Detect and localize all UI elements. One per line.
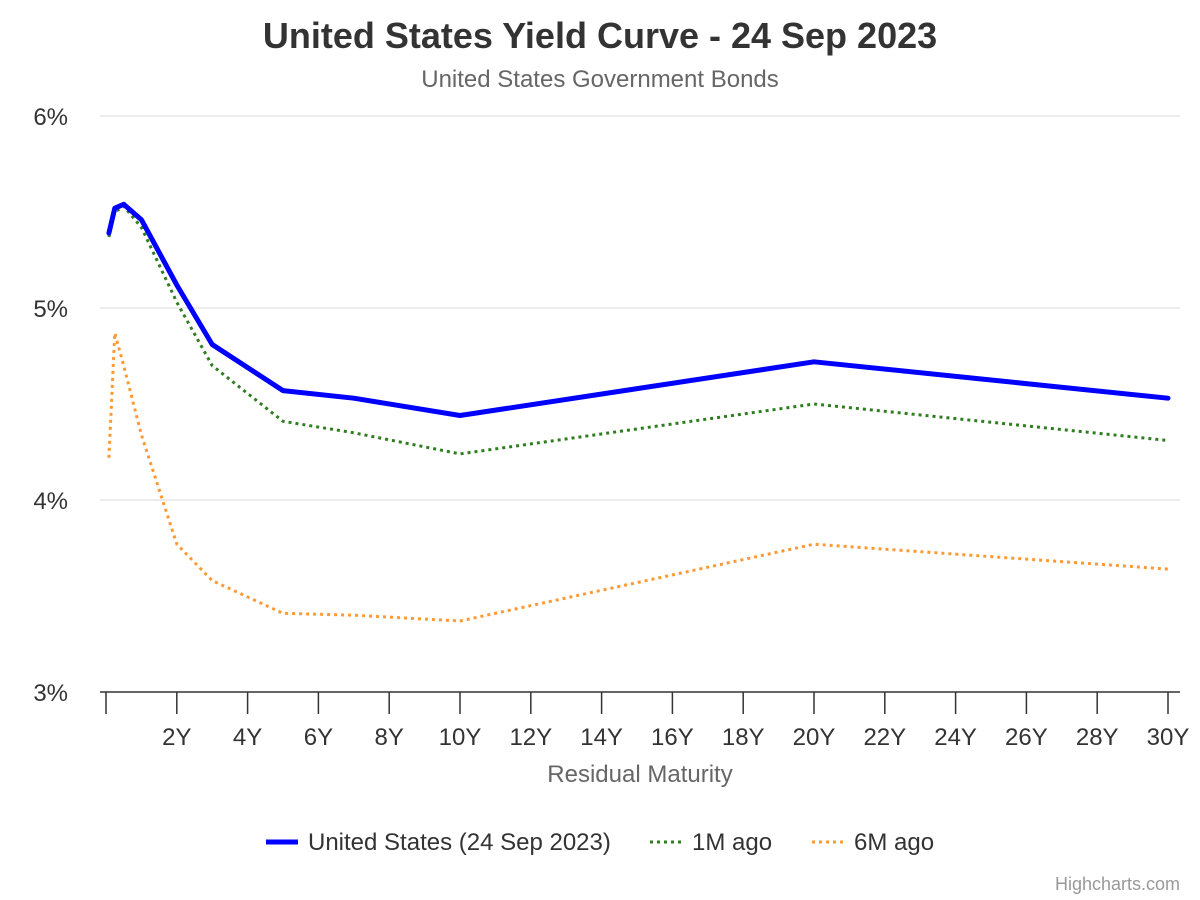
x-tick-label: 28Y bbox=[1076, 724, 1119, 751]
legend-item-2[interactable]: 6M ago bbox=[812, 829, 934, 856]
x-tick-label: 14Y bbox=[580, 724, 623, 751]
y-tick-label: 3% bbox=[33, 680, 68, 707]
x-tick-label: 20Y bbox=[793, 724, 836, 751]
chart-subtitle: United States Government Bonds bbox=[421, 66, 779, 93]
gridlines bbox=[100, 115, 1180, 501]
legend-label: 1M ago bbox=[692, 829, 772, 856]
x-tick-label: 30Y bbox=[1147, 724, 1190, 751]
legend-item-1[interactable]: 1M ago bbox=[650, 829, 772, 856]
series-layer bbox=[106, 201, 1171, 623]
credits-link[interactable]: Highcharts.com bbox=[1055, 874, 1180, 894]
x-tick-label: 4Y bbox=[233, 724, 262, 751]
series-line-0[interactable] bbox=[106, 201, 1171, 418]
x-tick-label: 26Y bbox=[1005, 724, 1048, 751]
legend-label: United States (24 Sep 2023) bbox=[308, 829, 611, 856]
x-tick-label: 2Y bbox=[162, 724, 191, 751]
x-tick-label: 8Y bbox=[375, 724, 404, 751]
x-tick-label: 24Y bbox=[934, 724, 977, 751]
x-tick-label: 12Y bbox=[509, 724, 552, 751]
x-tick-label: 6Y bbox=[304, 724, 333, 751]
x-tick-label: 22Y bbox=[863, 724, 906, 751]
x-tick-label: 16Y bbox=[651, 724, 694, 751]
x-axis: 2Y 4Y 6Y 8Y 10Y 12Y 14Y 16Y 18Y 20Y 22Y 24Y 26Y 28Y 30… bbox=[100, 691, 1190, 751]
legend-item-0[interactable]: United States (24 Sep 2023) bbox=[266, 829, 611, 856]
y-axis: 3% 4% 5% 6% bbox=[33, 104, 68, 707]
y-tick-label: 4% bbox=[33, 488, 68, 515]
series-line-2[interactable] bbox=[107, 331, 1169, 623]
series-line-1[interactable] bbox=[107, 204, 1169, 456]
chart-title: United States Yield Curve - 24 Sep 2023 bbox=[263, 15, 937, 56]
y-tick-label: 5% bbox=[33, 296, 68, 323]
x-tick-label: 18Y bbox=[722, 724, 765, 751]
legend-label: 6M ago bbox=[854, 829, 934, 856]
legend: United States (24 Sep 2023) 1M ago 6M ago bbox=[266, 829, 934, 856]
x-tick-label: 10Y bbox=[439, 724, 482, 751]
y-tick-label: 6% bbox=[33, 104, 68, 131]
x-axis-title: Residual Maturity bbox=[547, 761, 732, 788]
